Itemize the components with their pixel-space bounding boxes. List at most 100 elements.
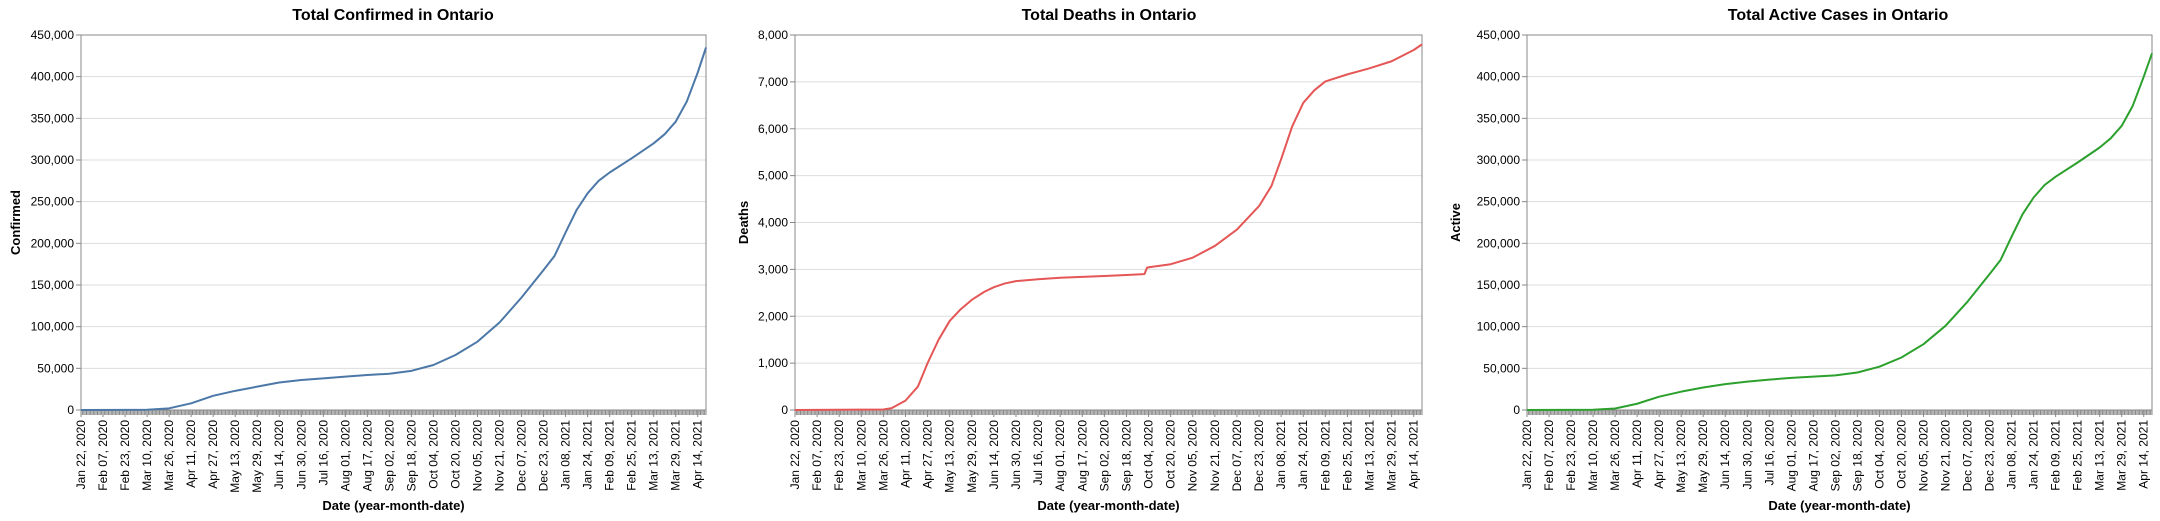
x-tick-label: Mar 10, 2020 [1586, 420, 1600, 491]
x-tick-label: Jun 14, 2020 [1718, 420, 1732, 490]
y-tick-label: 450,000 [1477, 28, 1521, 42]
x-tick-label: Aug 17, 2020 [360, 420, 374, 492]
y-tick-label: 0 [1513, 403, 1520, 417]
y-tick-label: 150,000 [31, 278, 75, 292]
x-tick-label: Mar 26, 2020 [876, 420, 890, 491]
y-axis-title: Confirmed [8, 190, 23, 255]
x-tick-label: Aug 01, 2020 [1784, 420, 1798, 492]
x-tick-label: Apr 11, 2020 [898, 420, 912, 488]
x-tick-label: Apr 27, 2020 [206, 420, 220, 489]
x-tick-label: Nov 21, 2020 [1939, 420, 1953, 492]
x-tick-label: Apr 11, 2020 [1630, 420, 1644, 488]
x-tick-label: May 13, 2020 [228, 420, 242, 493]
x-tick-label: Mar 26, 2020 [162, 420, 176, 491]
x-tick-label: Mar 29, 2021 [669, 420, 683, 491]
x-tick-label: Jun 14, 2020 [987, 420, 1001, 490]
series-line [80, 47, 707, 411]
x-tick-label: Nov 21, 2020 [1208, 420, 1222, 492]
x-tick-label: Feb 07, 2020 [96, 420, 110, 491]
plot-frame [794, 34, 1423, 411]
x-tick-label: Jul 16, 2020 [1031, 420, 1045, 486]
x-tick-label: Sep 18, 2020 [404, 420, 418, 492]
x-tick-label: Jan 22, 2020 [788, 420, 802, 490]
x-tick-label: Apr 27, 2020 [1652, 420, 1666, 489]
y-tick-label: 250,000 [1477, 195, 1521, 209]
y-tick-label: 8,000 [758, 28, 788, 42]
x-tick-label: Dec 07, 2020 [1961, 420, 1975, 492]
chart-total-deaths: 0 1,000 2,000 3,000 4,000 5,000 6,000 7,000 8,00… [736, 7, 1423, 513]
series-line [1526, 52, 2153, 411]
y-tick-label: 100,000 [31, 320, 75, 334]
chart-total-confirmed: 0 50,000 100,000 150,000 200,000 250,000 300,0… [8, 7, 707, 513]
x-tick-label: May 13, 2020 [943, 420, 957, 493]
x-tick-label: Aug 17, 2020 [1075, 420, 1089, 492]
x-tick-label: Apr 14, 2021 [691, 420, 705, 489]
x-tick-label: Mar 13, 2021 [1363, 420, 1377, 491]
chart-title: Total Confirmed in Ontario [292, 7, 494, 24]
x-tick-label: Aug 01, 2020 [1053, 420, 1067, 492]
x-tick-label: Oct 20, 2020 [448, 420, 462, 489]
y-tick-label: 3,000 [758, 262, 788, 276]
y-tick-label: 100,000 [1477, 320, 1521, 334]
y-tick-label: 300,000 [31, 153, 75, 167]
y-tick-label: 0 [781, 403, 788, 417]
y-tick-label: 50,000 [1483, 361, 1520, 375]
x-tick-label: Dec 23, 2020 [1252, 420, 1266, 492]
x-tick-label: Dec 07, 2020 [515, 420, 529, 492]
x-axis-title: Date (year-month-date) [1037, 498, 1179, 513]
x-axis-title: Date (year-month-date) [322, 498, 464, 513]
x-tick-label: Sep 18, 2020 [1119, 420, 1133, 492]
x-tick-label: Feb 09, 2021 [1318, 420, 1332, 491]
y-tick-label: 7,000 [758, 75, 788, 89]
x-tick-label: Mar 29, 2021 [2115, 420, 2129, 491]
y-tick-label: 200,000 [31, 236, 75, 250]
x-tick-label: Sep 02, 2020 [1828, 420, 1842, 492]
x-tick-label: Jan 24, 2021 [2027, 420, 2041, 490]
x-tick-label: Feb 09, 2021 [603, 420, 617, 491]
x-tick-label: Mar 26, 2020 [1608, 420, 1622, 491]
x-tick-label: Oct 20, 2020 [1164, 420, 1178, 489]
x-tick-label: Feb 23, 2020 [832, 420, 846, 491]
x-tick-label: Jan 22, 2020 [1520, 420, 1534, 490]
x-tick-label: Jan 08, 2021 [559, 420, 573, 490]
x-tick-label: Dec 23, 2020 [537, 420, 551, 492]
x-tick-label: Nov 05, 2020 [470, 420, 484, 492]
x-tick-label: Oct 04, 2020 [1872, 420, 1886, 489]
x-tick-label: Apr 14, 2021 [1407, 420, 1421, 489]
x-tick-label: Jan 22, 2020 [74, 420, 88, 490]
plot-frame [80, 34, 707, 411]
chart-title: Total Deaths in Ontario [1022, 7, 1197, 24]
plot-frame [1526, 34, 2153, 411]
x-tick-label: Jan 24, 2021 [581, 420, 595, 490]
x-tick-label: Jul 16, 2020 [316, 420, 330, 486]
x-daily-tick-marks [1526, 410, 2153, 415]
y-tick-label: 4,000 [758, 216, 788, 230]
y-tick-label: 2,000 [758, 309, 788, 323]
x-tick-label: Aug 01, 2020 [338, 420, 352, 492]
x-tick-label: Oct 04, 2020 [426, 420, 440, 489]
x-tick-label: Feb 25, 2021 [1340, 420, 1354, 491]
x-tick-label: Feb 09, 2021 [2049, 420, 2063, 491]
x-tick-label: Sep 02, 2020 [382, 420, 396, 492]
y-tick-label: 350,000 [1477, 111, 1521, 125]
series-line [794, 43, 1423, 411]
x-tick-label: Feb 25, 2021 [625, 420, 639, 491]
x-tick-label: Jun 30, 2020 [1740, 420, 1754, 490]
x-axis-title: Date (year-month-date) [1768, 498, 1910, 513]
x-daily-tick-marks [794, 410, 1423, 415]
y-axis-title: Active [1448, 203, 1463, 242]
y-tick-label: 5,000 [758, 169, 788, 183]
chart-total-active: 0 50,000 100,000 150,000 200,000 250,000 300,0… [1448, 7, 2153, 513]
y-tick-label: 400,000 [31, 70, 75, 84]
x-tick-label: Feb 23, 2020 [1564, 420, 1578, 491]
x-daily-tick-marks [80, 410, 707, 415]
x-tick-label: Jun 30, 2020 [1009, 420, 1023, 490]
x-tick-label: Oct 04, 2020 [1142, 420, 1156, 489]
y-tick-label: 150,000 [1477, 278, 1521, 292]
x-tick-label: Feb 23, 2020 [118, 420, 132, 491]
x-tick-label: Mar 29, 2021 [1385, 420, 1399, 491]
y-tick-label: 0 [67, 403, 74, 417]
x-tick-label: May 29, 2020 [250, 420, 264, 493]
x-tick-label: Nov 05, 2020 [1186, 420, 1200, 492]
y-tick-label: 200,000 [1477, 236, 1521, 250]
